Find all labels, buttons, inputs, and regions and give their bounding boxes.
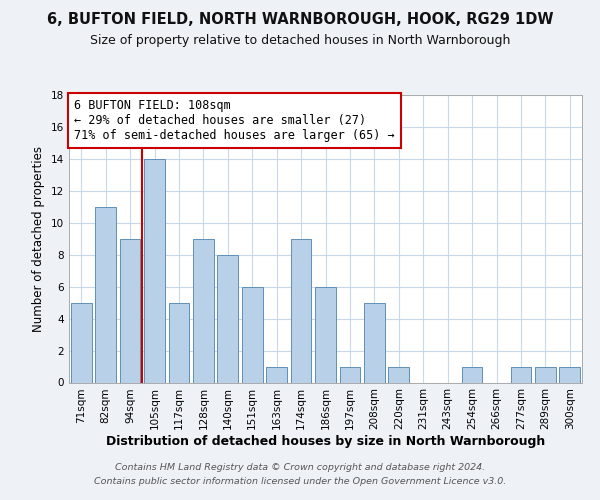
Bar [315,286,336,382]
Bar [364,302,385,382]
Bar [511,366,532,382]
Y-axis label: Number of detached properties: Number of detached properties [32,146,46,332]
Bar [340,366,361,382]
Bar [461,366,482,382]
Bar [242,286,263,382]
X-axis label: Distribution of detached houses by size in North Warnborough: Distribution of detached houses by size … [106,435,545,448]
Bar [217,254,238,382]
Text: 6, BUFTON FIELD, NORTH WARNBOROUGH, HOOK, RG29 1DW: 6, BUFTON FIELD, NORTH WARNBOROUGH, HOOK… [47,12,553,28]
Bar [559,366,580,382]
Bar [193,239,214,382]
Text: Size of property relative to detached houses in North Warnborough: Size of property relative to detached ho… [90,34,510,47]
Bar [169,302,190,382]
Bar [144,159,165,382]
Bar [290,239,311,382]
Bar [388,366,409,382]
Bar [71,302,92,382]
Bar [119,239,140,382]
Bar [95,207,116,382]
Text: Contains HM Land Registry data © Crown copyright and database right 2024.: Contains HM Land Registry data © Crown c… [115,462,485,471]
Bar [266,366,287,382]
Bar [535,366,556,382]
Text: 6 BUFTON FIELD: 108sqm
← 29% of detached houses are smaller (27)
71% of semi-det: 6 BUFTON FIELD: 108sqm ← 29% of detached… [74,100,395,142]
Text: Contains public sector information licensed under the Open Government Licence v3: Contains public sector information licen… [94,478,506,486]
